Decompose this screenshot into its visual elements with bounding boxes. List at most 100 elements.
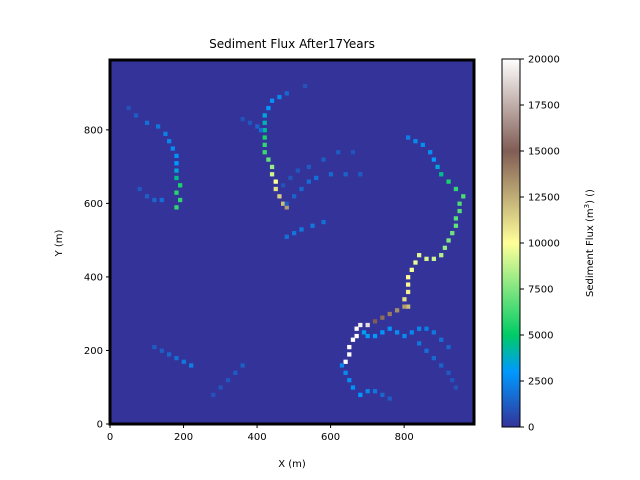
heatmap-cell <box>284 91 289 96</box>
heatmap-cell <box>409 267 414 273</box>
heatmap-cell <box>453 186 459 192</box>
heatmap-cell <box>439 363 444 368</box>
heatmap-cell <box>277 94 282 100</box>
y-tick-label: 0 <box>97 420 103 431</box>
x-tick-label: 600 <box>321 432 340 443</box>
heatmap-cell <box>310 223 315 228</box>
heatmap-cell <box>380 392 385 398</box>
heatmap-cell <box>405 289 411 295</box>
heatmap-cell <box>174 161 179 166</box>
heatmap-cell <box>354 333 359 339</box>
heatmap-cell <box>339 363 345 368</box>
heatmap-cell <box>431 256 436 261</box>
heatmap-cell <box>450 230 455 236</box>
heatmap-cell <box>453 223 459 228</box>
heatmap-cell <box>431 157 436 162</box>
heatmap-cell <box>387 326 392 331</box>
heatmap-cell <box>358 322 363 328</box>
y-axis-ticks: 0 200 400 600 800 <box>84 125 110 431</box>
heatmap-cell <box>461 194 466 199</box>
heatmap-cell <box>240 116 245 122</box>
heatmap-cell <box>350 385 356 390</box>
heatmap-cell <box>255 124 260 129</box>
heatmap-cell <box>347 378 352 383</box>
colorbar-tick-label: 2500 <box>528 377 553 388</box>
heatmap-cell <box>163 131 168 136</box>
heatmap-cell <box>211 392 216 398</box>
heatmap-cell <box>258 128 264 133</box>
heatmap-cell <box>292 194 297 199</box>
heatmap-cell <box>439 253 444 258</box>
heatmap-cell <box>152 344 157 350</box>
heatmap-cell <box>306 164 311 170</box>
heatmap-cell <box>347 344 352 350</box>
heatmap-cell <box>269 172 275 177</box>
heatmap-cell <box>166 352 172 357</box>
channel-upper-left <box>126 105 183 210</box>
channel-small-left-2 <box>137 186 164 203</box>
heatmap-cell <box>178 197 183 203</box>
heatmap-cell <box>262 150 267 155</box>
chart-title: Sediment Flux After17Years <box>209 37 375 51</box>
heatmap-cell <box>387 396 392 401</box>
heatmap-cell <box>347 352 352 357</box>
heatmap-cell <box>417 326 422 331</box>
heatmap-cell <box>133 113 139 118</box>
heatmap-cell <box>417 341 422 346</box>
heatmap-cell <box>417 253 422 258</box>
heatmap-cell <box>358 172 363 177</box>
heatmap-cell <box>299 227 304 232</box>
heatmap-cell <box>218 385 223 390</box>
colorbar-tick-label: 5000 <box>528 331 553 342</box>
colorbar-tick-label: 20000 <box>528 55 560 66</box>
heatmap-cell <box>402 304 407 309</box>
heatmap-cell <box>284 205 289 210</box>
heatmap-cell <box>350 150 356 155</box>
heatmap-cell <box>402 333 407 339</box>
heatmap-cell <box>288 175 293 181</box>
heatmap-cell <box>405 304 411 309</box>
heatmap-cell <box>457 208 462 214</box>
heatmap-cell <box>394 308 400 313</box>
channel-lower-left-loop <box>339 363 392 401</box>
heatmap-cell <box>126 105 131 111</box>
x-axis-ticks: 0 200 400 600 800 <box>107 424 414 443</box>
colorbar-tick-label: 12500 <box>528 193 560 204</box>
heatmap-cell <box>295 168 300 173</box>
heatmap-cell <box>273 179 278 184</box>
x-tick-label: 800 <box>395 432 414 443</box>
heatmap-cell <box>387 311 392 317</box>
heatmap-cell <box>225 378 231 383</box>
channel-center-mid <box>284 219 326 239</box>
heatmap-cell <box>277 194 282 199</box>
heatmap-cell <box>174 190 179 195</box>
heatmap-cell <box>402 297 407 302</box>
heatmap-cell <box>174 175 179 181</box>
heatmap-cell <box>280 201 286 206</box>
y-axis-label: Y (m) <box>54 229 65 257</box>
heatmap-cell <box>435 164 440 170</box>
heatmap-cell <box>350 337 356 342</box>
heatmap-cell <box>303 83 308 89</box>
heatmap-cell <box>372 389 378 394</box>
x-tick-label: 0 <box>107 432 113 443</box>
heatmap-cell <box>450 378 455 383</box>
heatmap-cell <box>380 330 385 335</box>
heatmap-cell <box>343 370 348 375</box>
channel-upper-center-branch <box>240 116 264 133</box>
heatmap-cell <box>314 175 319 181</box>
heatmap-cell <box>166 139 172 144</box>
channel-center-branch-2 <box>280 150 356 188</box>
heatmap-cell <box>284 201 289 206</box>
y-tick-label: 200 <box>84 346 103 357</box>
channel-upper-center-head <box>262 83 308 133</box>
heatmap-cell <box>453 216 459 221</box>
heatmap-cell <box>424 256 429 261</box>
heatmap-cell <box>453 385 459 390</box>
colorbar-label: Sediment Flux (m3) () <box>583 189 596 297</box>
heatmap-cell <box>405 275 411 280</box>
heatmap-cell <box>174 168 179 173</box>
heatmap-cell <box>155 124 161 129</box>
heatmap-cell <box>365 333 370 339</box>
